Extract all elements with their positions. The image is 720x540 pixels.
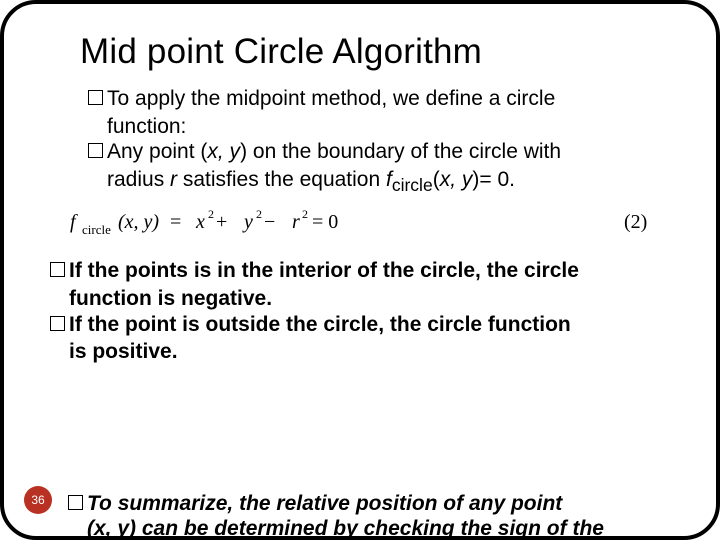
- summary-line2: (x, y) can be determined by checking the…: [87, 516, 672, 540]
- bullet-2-line2: radius r satisfies the equation fcircle(…: [107, 167, 666, 197]
- eq-label: (2): [624, 211, 647, 233]
- slide-title: Mid point Circle Algorithm: [80, 32, 676, 72]
- eq-args: (x, y): [118, 211, 159, 233]
- square-bullet-icon: [88, 90, 103, 105]
- bullet-1: To apply the midpoint method, we define …: [88, 86, 666, 112]
- bullet-3: If the points is in the interior of the …: [50, 258, 656, 284]
- text: satisfies the equation: [177, 168, 386, 191]
- bullet-3-line2: function is negative.: [69, 286, 656, 312]
- eq-r-sup: 2: [302, 207, 308, 221]
- bullet-4: If the point is outside the circle, the …: [50, 312, 656, 338]
- slide-frame: Mid point Circle Algorithm To apply the …: [0, 0, 720, 540]
- bullet-4-line2: is positive.: [69, 339, 656, 365]
- sub-circle: circle: [392, 175, 433, 195]
- square-bullet-icon: [68, 495, 83, 510]
- eq-sub: circle: [82, 222, 111, 237]
- text: ) on the boundary of the circle with: [240, 140, 561, 163]
- bold-bullets: If the points is in the interior of the …: [50, 258, 656, 384]
- square-bullet-icon: [50, 316, 65, 331]
- bullet-1-line1: To apply the midpoint method, we define …: [107, 86, 666, 112]
- summary-bullet: To summarize, the relative position of a…: [68, 491, 672, 517]
- summary-line1: To summarize, the relative position of a…: [87, 491, 672, 517]
- bullet-3-line1: If the points is in the interior of the …: [69, 258, 656, 284]
- eq-f: f: [70, 211, 78, 233]
- eq-minus: −: [264, 211, 275, 233]
- page-number-badge: 36: [24, 486, 52, 514]
- square-bullet-icon: [88, 143, 103, 158]
- text: )= 0.: [472, 168, 515, 191]
- square-bullet-icon: [50, 262, 65, 277]
- eq-y: y: [242, 211, 253, 233]
- eq-r: r: [292, 211, 300, 233]
- var-xy: x, y: [207, 140, 240, 163]
- bullet-1-line2: function:: [107, 114, 666, 140]
- var-xy: x, y: [94, 517, 129, 540]
- bullet-2-line1: Any point (x, y) on the boundary of the …: [107, 139, 666, 165]
- bullet-4-line1: If the point is outside the circle, the …: [69, 312, 656, 338]
- top-bullets: To apply the midpoint method, we define …: [88, 86, 666, 196]
- var-xy2: x, y: [440, 168, 473, 191]
- equation-svg: f circle (x, y) = x 2 + y 2 − r 2 = 0 (2…: [64, 204, 664, 242]
- eq-eq1: =: [170, 211, 181, 233]
- text: (: [433, 168, 440, 191]
- eq-plus1: +: [216, 211, 227, 233]
- eq-eq0: = 0: [312, 211, 338, 233]
- text: ) can be determined by checking the sign…: [129, 517, 604, 540]
- text: Any point (: [107, 140, 207, 163]
- text: radius: [107, 168, 170, 191]
- eq-x: x: [195, 211, 205, 233]
- bullet-2: Any point (x, y) on the boundary of the …: [88, 139, 666, 165]
- text: (: [87, 517, 94, 540]
- eq-y-sup: 2: [256, 207, 262, 221]
- eq-x-sup: 2: [208, 207, 214, 221]
- var-r: r: [170, 168, 177, 191]
- equation-block: f circle (x, y) = x 2 + y 2 − r 2 = 0 (2…: [64, 204, 676, 242]
- spacer: [50, 365, 656, 385]
- summary-block: To summarize, the relative position of a…: [68, 491, 672, 540]
- page-number: 36: [31, 493, 44, 507]
